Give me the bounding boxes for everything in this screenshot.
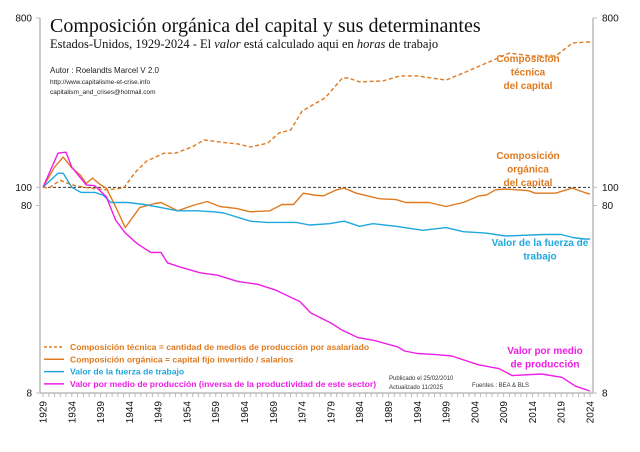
series-label: técnica xyxy=(511,68,546,79)
subtitle-part: valor xyxy=(214,37,241,51)
x-tick-label: 1939 xyxy=(96,401,107,424)
x-tick-label: 1964 xyxy=(240,401,251,424)
series-label: Composición xyxy=(496,151,559,162)
subtitle-part: está calculado aqui en xyxy=(241,37,357,51)
series-label: trabajo xyxy=(523,252,556,263)
x-tick-label: 1999 xyxy=(442,401,453,424)
author-text: Autor : Roelandts Marcel V 2.0 xyxy=(50,66,159,75)
subtitle-part: Estados-Unidos, 1929-2024 - El xyxy=(50,37,214,51)
website-text: http://www.capitalisme-et-crise.info xyxy=(50,79,150,86)
x-tick-label: 1984 xyxy=(355,401,366,424)
y-tick-label-right: 800 xyxy=(602,14,619,25)
y-tick-label-right: 80 xyxy=(602,201,614,212)
x-tick-label: 1934 xyxy=(67,401,78,424)
y-tick-label-right: 100 xyxy=(602,183,619,194)
y-tick-label-right: 8 xyxy=(602,389,608,400)
x-tick-label: 1944 xyxy=(125,401,136,424)
x-tick-label: 1949 xyxy=(154,401,165,424)
series-label: orgánica xyxy=(507,165,549,176)
series-label: del capital xyxy=(504,178,553,189)
y-tick-label-left: 100 xyxy=(15,183,32,194)
y-tick-label-left: 800 xyxy=(15,14,32,25)
series-line-composicion-tecnica xyxy=(42,41,591,191)
x-tick-label: 1929 xyxy=(39,401,50,424)
subtitle-part: horas xyxy=(357,37,386,51)
series-label: Valor por medio xyxy=(507,346,583,357)
x-tick-label: 1959 xyxy=(211,401,222,424)
x-tick-label: 2014 xyxy=(528,401,539,424)
series-line-composicion-organica xyxy=(42,156,591,229)
legend-entry: Composición técnica = cantidad de medios… xyxy=(70,342,369,352)
chart-title: Composición orgánica del capital y sus d… xyxy=(50,15,481,37)
series-label: del capital xyxy=(504,81,553,92)
x-tick-label: 1979 xyxy=(326,401,337,424)
series-label: Composición xyxy=(496,54,559,65)
x-tick-label: 1989 xyxy=(384,401,395,424)
series-line-valor-fuerza-trabajo xyxy=(42,172,590,240)
x-tick-label: 2004 xyxy=(470,401,481,424)
series-line-valor-medio-produccion xyxy=(42,151,591,392)
x-tick-label: 1954 xyxy=(182,401,193,424)
x-tick-label: 2009 xyxy=(499,401,510,424)
y-tick-label-left: 80 xyxy=(21,201,33,212)
x-tick-label: 2019 xyxy=(557,401,568,424)
x-tick-label: 1969 xyxy=(269,401,280,424)
x-tick-label: 1994 xyxy=(413,401,424,424)
sources-text: Fuentes : BEA & BLS xyxy=(472,383,529,389)
updated-text: Actualizado 11/2025 xyxy=(389,385,444,391)
y-tick-label-left: 8 xyxy=(26,389,32,400)
published-text: Publicado el 25/02/2010 xyxy=(389,376,454,382)
legend-entry: Valor por medio de producción (inversa d… xyxy=(70,379,376,389)
legend-entry: Valor de la fuerza de trabajo xyxy=(70,367,184,377)
series-label: Valor de la fuerza de xyxy=(492,238,589,249)
series-label: de producción xyxy=(511,360,580,371)
subtitle-part: de trabajo xyxy=(385,37,438,51)
x-tick-label: 1974 xyxy=(298,401,309,424)
x-tick-label: 2024 xyxy=(586,401,597,424)
chart-subtitle: Estados-Unidos, 1929-2024 - El valor est… xyxy=(50,37,438,51)
email-text: capitalism_and_crises@hotmail.com xyxy=(50,89,156,96)
legend-entry: Composición orgánica = capital fijo inve… xyxy=(70,354,293,364)
